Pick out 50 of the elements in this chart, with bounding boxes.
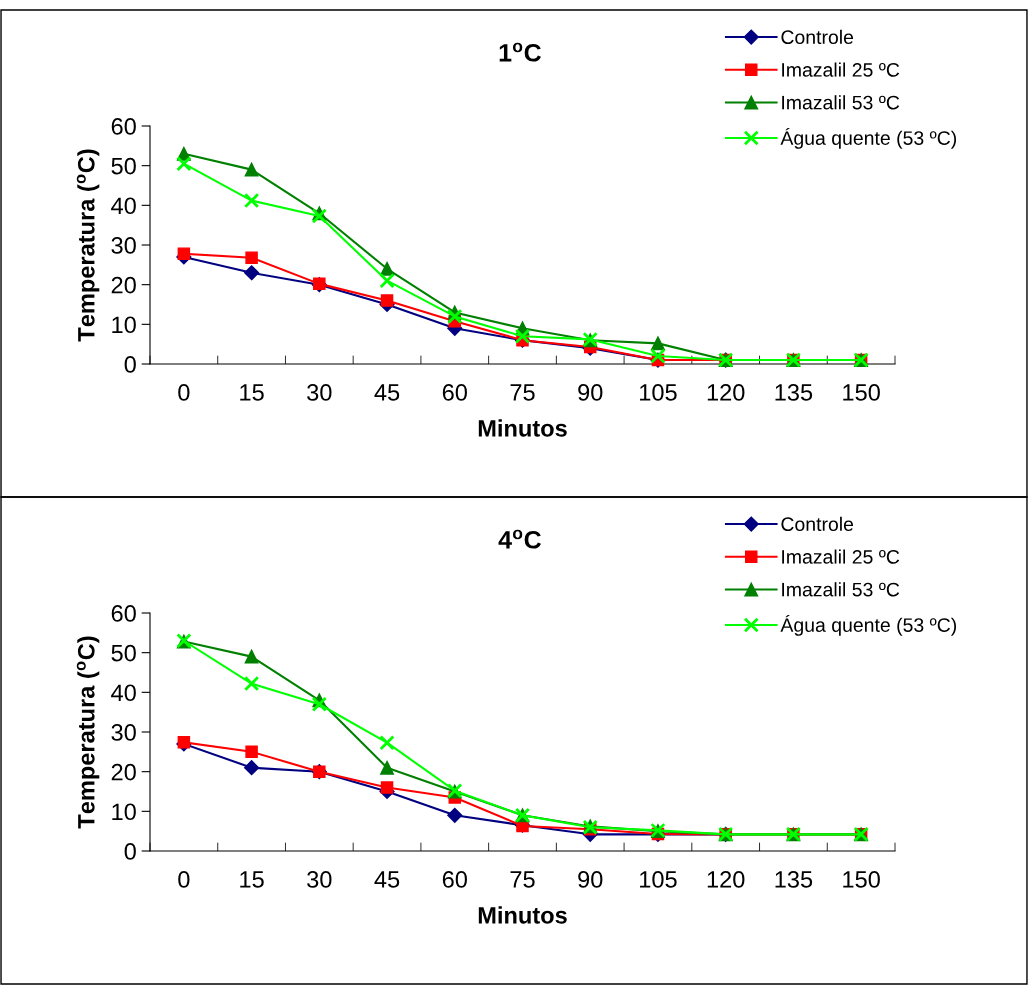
y-tick-label: 40 (111, 684, 136, 702)
chart-title: 1$^{o}$C (499, 42, 541, 62)
x-tick-label: 120 (707, 871, 745, 888)
x-tick-label: 60 (442, 384, 467, 401)
legend-label: Imazalil 25 ºC (782, 62, 900, 77)
legend-label: Imazalil 53 ºC (782, 582, 900, 597)
x-tick-label: 0 (178, 871, 190, 888)
y-tick-label: 40 (111, 197, 136, 215)
y-tick-label: 30 (111, 724, 136, 741)
x-tick-label: 135 (775, 384, 813, 401)
x-axis-title: Minutos (478, 419, 567, 437)
x-tick-label: 30 (307, 384, 332, 401)
x-tick-label: 90 (578, 871, 603, 888)
x-tick-label: 150 (843, 871, 880, 888)
legend-label: Água quente (53 ºC) (780, 614, 957, 636)
legend-label: Água quente (53 ºC) (780, 127, 957, 149)
y-tick-label: 30 (111, 237, 136, 254)
x-tick-label: 15 (240, 384, 264, 401)
legend-label: Imazalil 53 ºC (782, 95, 900, 110)
legend-label: Controle (781, 516, 854, 532)
x-tick-label: 120 (707, 384, 745, 401)
x-tick-label: 0 (178, 384, 190, 401)
y-tick-label: 10 (112, 803, 136, 821)
x-tick-label: 105 (640, 871, 677, 888)
x-tick-label: 15 (240, 871, 264, 888)
x-tick-label: 75 (510, 871, 535, 888)
x-axis-title: Minutos (478, 906, 567, 924)
y-tick-label: 50 (111, 644, 136, 662)
x-tick-label: 135 (775, 871, 813, 888)
x-tick-label: 45 (374, 384, 400, 401)
y-tick-label: 0 (124, 356, 136, 373)
y-tick-label: 0 (124, 843, 136, 860)
y-tick-label: 20 (111, 763, 136, 781)
legend-label: Imazalil 25 ºC (782, 549, 900, 564)
y-axis-title: Temperatura ($^{o}$C) (76, 149, 100, 342)
y-axis-title: Temperatura ($^{o}$C) (76, 636, 100, 829)
y-tick-label: 60 (111, 118, 136, 135)
y-tick-label: 50 (111, 157, 136, 175)
y-tick-label: 60 (111, 605, 136, 622)
y-tick-label: 20 (111, 276, 136, 294)
chart-title: 4$^{o}$C (498, 529, 541, 549)
x-tick-label: 60 (442, 871, 467, 888)
y-tick-label: 10 (112, 316, 136, 334)
x-tick-label: 150 (843, 384, 880, 401)
legend-label: Controle (781, 29, 854, 45)
x-tick-label: 90 (578, 384, 603, 401)
x-tick-label: 45 (374, 871, 400, 888)
x-tick-label: 105 (640, 384, 677, 401)
x-tick-label: 75 (510, 384, 535, 401)
x-tick-label: 30 (307, 871, 332, 888)
